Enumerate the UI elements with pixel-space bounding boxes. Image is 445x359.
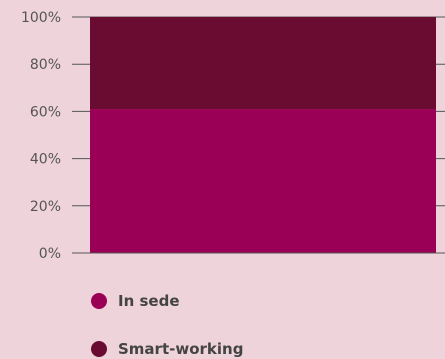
y-tick-label: 100% <box>21 10 61 26</box>
y-tick-label: 0% <box>39 246 61 262</box>
bars <box>90 17 436 253</box>
legend-item-smart-working: Smart-working <box>91 340 243 358</box>
y-tick-label: 40% <box>30 152 61 168</box>
bar-segment-smart-working <box>90 17 436 110</box>
legend-item-in-sede: In sede <box>91 292 180 310</box>
legend-label-in-sede: In sede <box>118 292 180 310</box>
legend-label-smart-working: Smart-working <box>118 340 244 358</box>
y-tick-label: 60% <box>30 104 61 120</box>
bar-segment-in-sede <box>90 109 436 253</box>
legend-swatch-smart-working <box>91 341 107 357</box>
y-tick-label: 20% <box>30 199 61 215</box>
y-tick-label: 80% <box>30 57 61 73</box>
legend-swatch-in-sede <box>91 293 107 309</box>
